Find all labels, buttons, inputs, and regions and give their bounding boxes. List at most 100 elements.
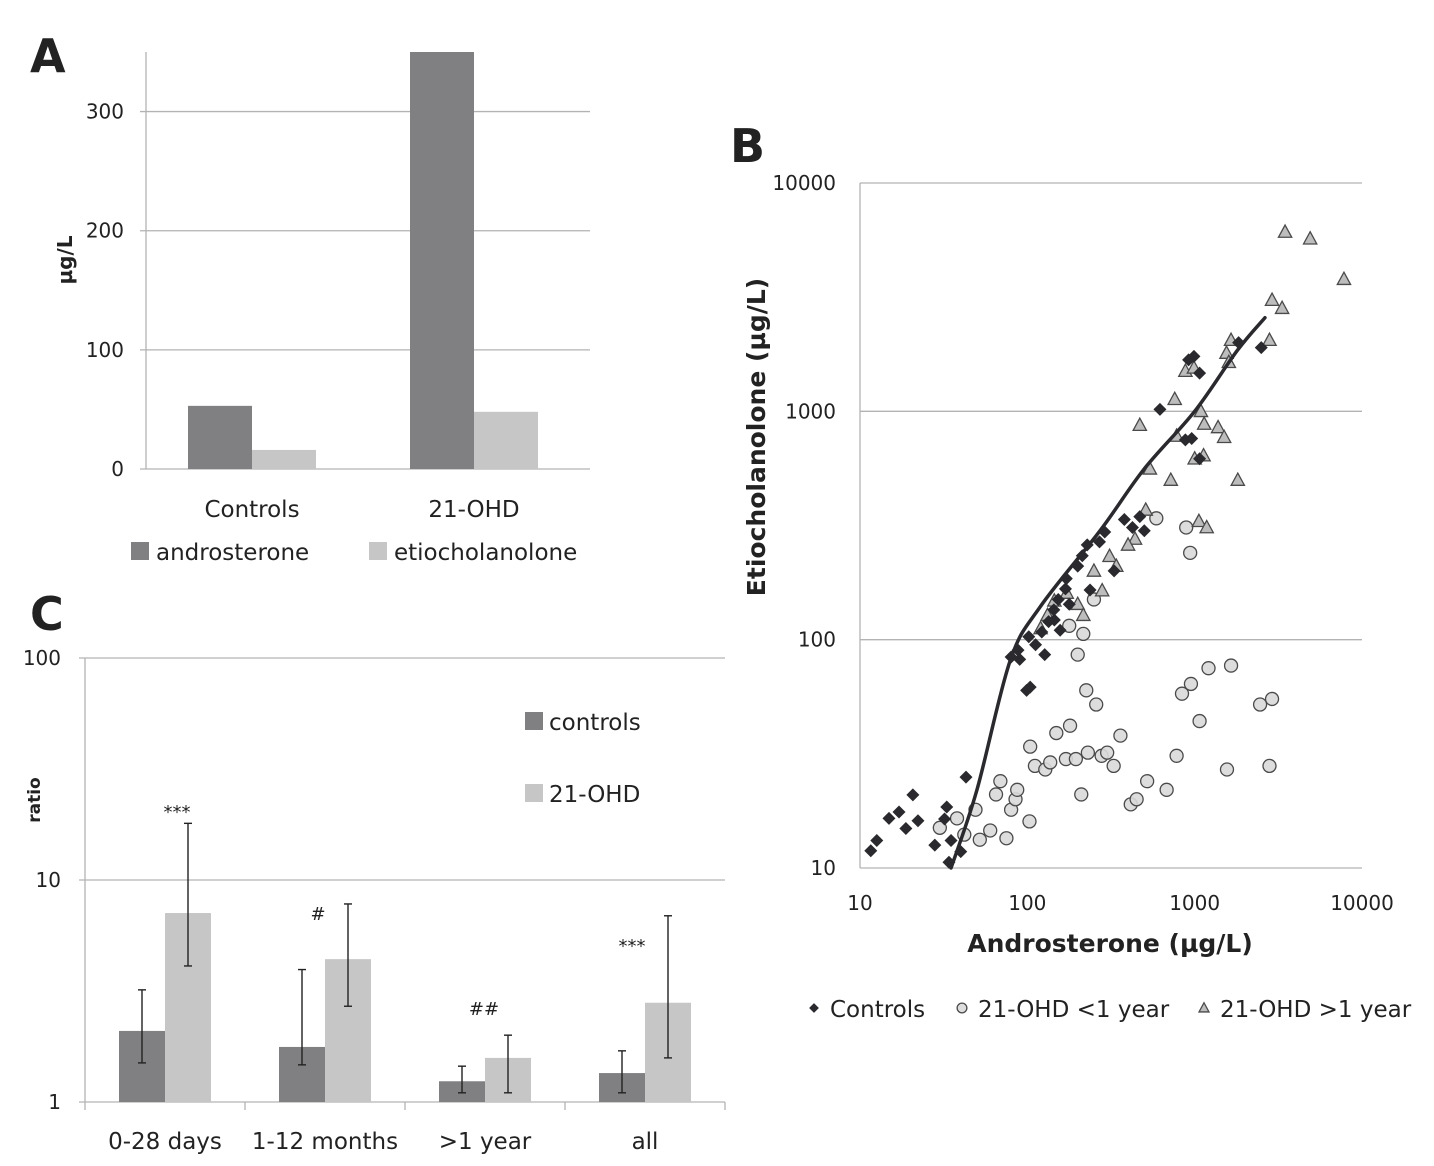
panel-a-ylabel: µg/L: [53, 235, 77, 284]
point-controls: [1254, 341, 1268, 355]
point-controls: [928, 838, 942, 852]
point-21-ohd-1-year: [1127, 530, 1143, 545]
point-21-ohd-1-year: [1049, 725, 1064, 741]
panel-label-a: A: [30, 29, 66, 83]
point-controls: [864, 844, 878, 858]
point-21-ohd-1-year: [1120, 536, 1136, 551]
legend-marker-triangle: [1197, 1001, 1211, 1013]
point-controls: [1125, 520, 1139, 534]
panel-a-chart: 0 100 200 300 Controls 21-OHD androsterone etio…: [86, 52, 590, 566]
point-21-ohd-1-year: [1169, 748, 1184, 763]
x-tick-label: Controls: [204, 497, 299, 523]
point-21-ohd-1-year: [1068, 751, 1084, 767]
point-21-ohd-1-year: [1062, 718, 1078, 733]
point-21-ohd-1-year: [1137, 501, 1154, 516]
legend-label: 21-OHD: [549, 782, 640, 808]
point-21-ohd-1-year: [1086, 562, 1102, 577]
x-tick-label: >1 year: [439, 1129, 532, 1155]
point-controls: [1083, 583, 1097, 597]
point-controls: [1193, 366, 1207, 380]
point-21-ohd-1-year: [1179, 520, 1194, 535]
legend-marker-diamond: [809, 1003, 819, 1013]
y-tick-label: 10: [36, 868, 61, 892]
point-21-ohd-1-year: [1129, 792, 1144, 807]
point-21-ohd-1-year: [1113, 728, 1128, 743]
point-21-ohd-1-year: [1070, 647, 1085, 662]
point-controls: [1035, 625, 1049, 639]
point-21-ohd-1-year: [1022, 814, 1037, 829]
point-21-ohd-1-year: [983, 823, 998, 838]
significance-annotation: #: [310, 904, 325, 925]
point-21-ohd-1-year: [988, 787, 1004, 802]
legend-marker-circle: [956, 1002, 968, 1014]
point-21-ohd-1-year: [1183, 676, 1199, 692]
point-controls: [1080, 538, 1094, 552]
point-21-ohd-1-year: [1043, 755, 1058, 770]
point-21-ohd-1-year: [932, 820, 947, 835]
point-controls: [1059, 572, 1073, 586]
point-21-ohd-1-year: [1174, 686, 1190, 701]
point-controls: [1047, 603, 1061, 617]
point-controls: [1153, 402, 1167, 416]
legend-swatch-controls: [525, 712, 543, 730]
point-21-ohd-1-year: [1274, 299, 1290, 315]
point-controls: [944, 833, 958, 847]
point-controls: [1185, 432, 1199, 446]
point-controls: [954, 845, 968, 859]
legend-label: Controls: [830, 997, 925, 1023]
point-controls: [870, 833, 884, 847]
bar-androsterone: [410, 52, 474, 469]
point-21-ohd-1-year: [993, 774, 1008, 789]
point-21-ohd-1-year: [1198, 519, 1215, 534]
y-tick-label: 10: [811, 856, 836, 880]
bar-etiocholanolone: [252, 449, 316, 469]
point-controls: [911, 814, 925, 828]
point-21-ohd-1-year: [1201, 661, 1216, 676]
legend-swatch-21-ohd: [525, 784, 543, 802]
point-21-ohd-1-year: [1230, 471, 1246, 486]
point-controls: [1232, 336, 1246, 350]
fit-curve: [949, 315, 1267, 870]
point-21-ohd-1-year: [1183, 545, 1198, 561]
point-21-ohd-1-year: [949, 811, 965, 826]
point-controls: [940, 800, 954, 814]
point-21-ohd-1-year: [1106, 758, 1121, 774]
point-21-ohd-1-year: [1252, 697, 1268, 712]
point-21-ohd-1-year: [1216, 428, 1232, 444]
point-controls: [942, 855, 956, 869]
point-21-ohd-1-year: [1149, 511, 1164, 526]
point-controls: [906, 788, 920, 802]
point-21-ohd-1-year: [1139, 774, 1155, 789]
y-tick-label: 100: [23, 646, 61, 670]
panel-label-c: C: [30, 587, 64, 641]
point-21-ohd-1-year: [1223, 658, 1239, 673]
point-21-ohd-1-year: [1210, 419, 1226, 434]
legend-swatch-androsterone: [131, 542, 149, 560]
point-controls: [1013, 652, 1027, 666]
significance-annotation: ***: [164, 802, 191, 823]
point-controls: [1047, 613, 1061, 627]
point-21-ohd-1-year: [1262, 758, 1277, 774]
point-controls: [1107, 564, 1121, 578]
point-21-ohd-1-year: [1192, 713, 1207, 729]
panel-label-b: B: [730, 119, 765, 173]
significance-annotation: ##: [469, 999, 499, 1020]
point-controls: [892, 805, 906, 819]
x-tick-label: 100: [1008, 891, 1046, 915]
x-tick-label: 0-28 days: [108, 1129, 222, 1155]
point-controls: [1038, 648, 1052, 662]
point-21-ohd-1-year: [1193, 402, 1209, 418]
point-controls: [1023, 680, 1037, 694]
x-tick-label: 1000: [1169, 891, 1220, 915]
point-controls: [1137, 524, 1151, 538]
point-21-ohd-1-year: [1089, 697, 1104, 712]
point-21-ohd-1-year: [1302, 230, 1318, 245]
point-21-ohd-1-year: [1264, 291, 1280, 307]
point-controls: [1075, 549, 1089, 563]
bar-androsterone: [188, 405, 252, 469]
x-tick-label: all: [632, 1129, 659, 1155]
significance-annotation: ***: [619, 936, 646, 957]
point-21-ohd-1-year: [1159, 782, 1174, 797]
point-21-ohd-1-year: [1075, 606, 1092, 622]
point-21-ohd-1-year: [1076, 626, 1091, 642]
